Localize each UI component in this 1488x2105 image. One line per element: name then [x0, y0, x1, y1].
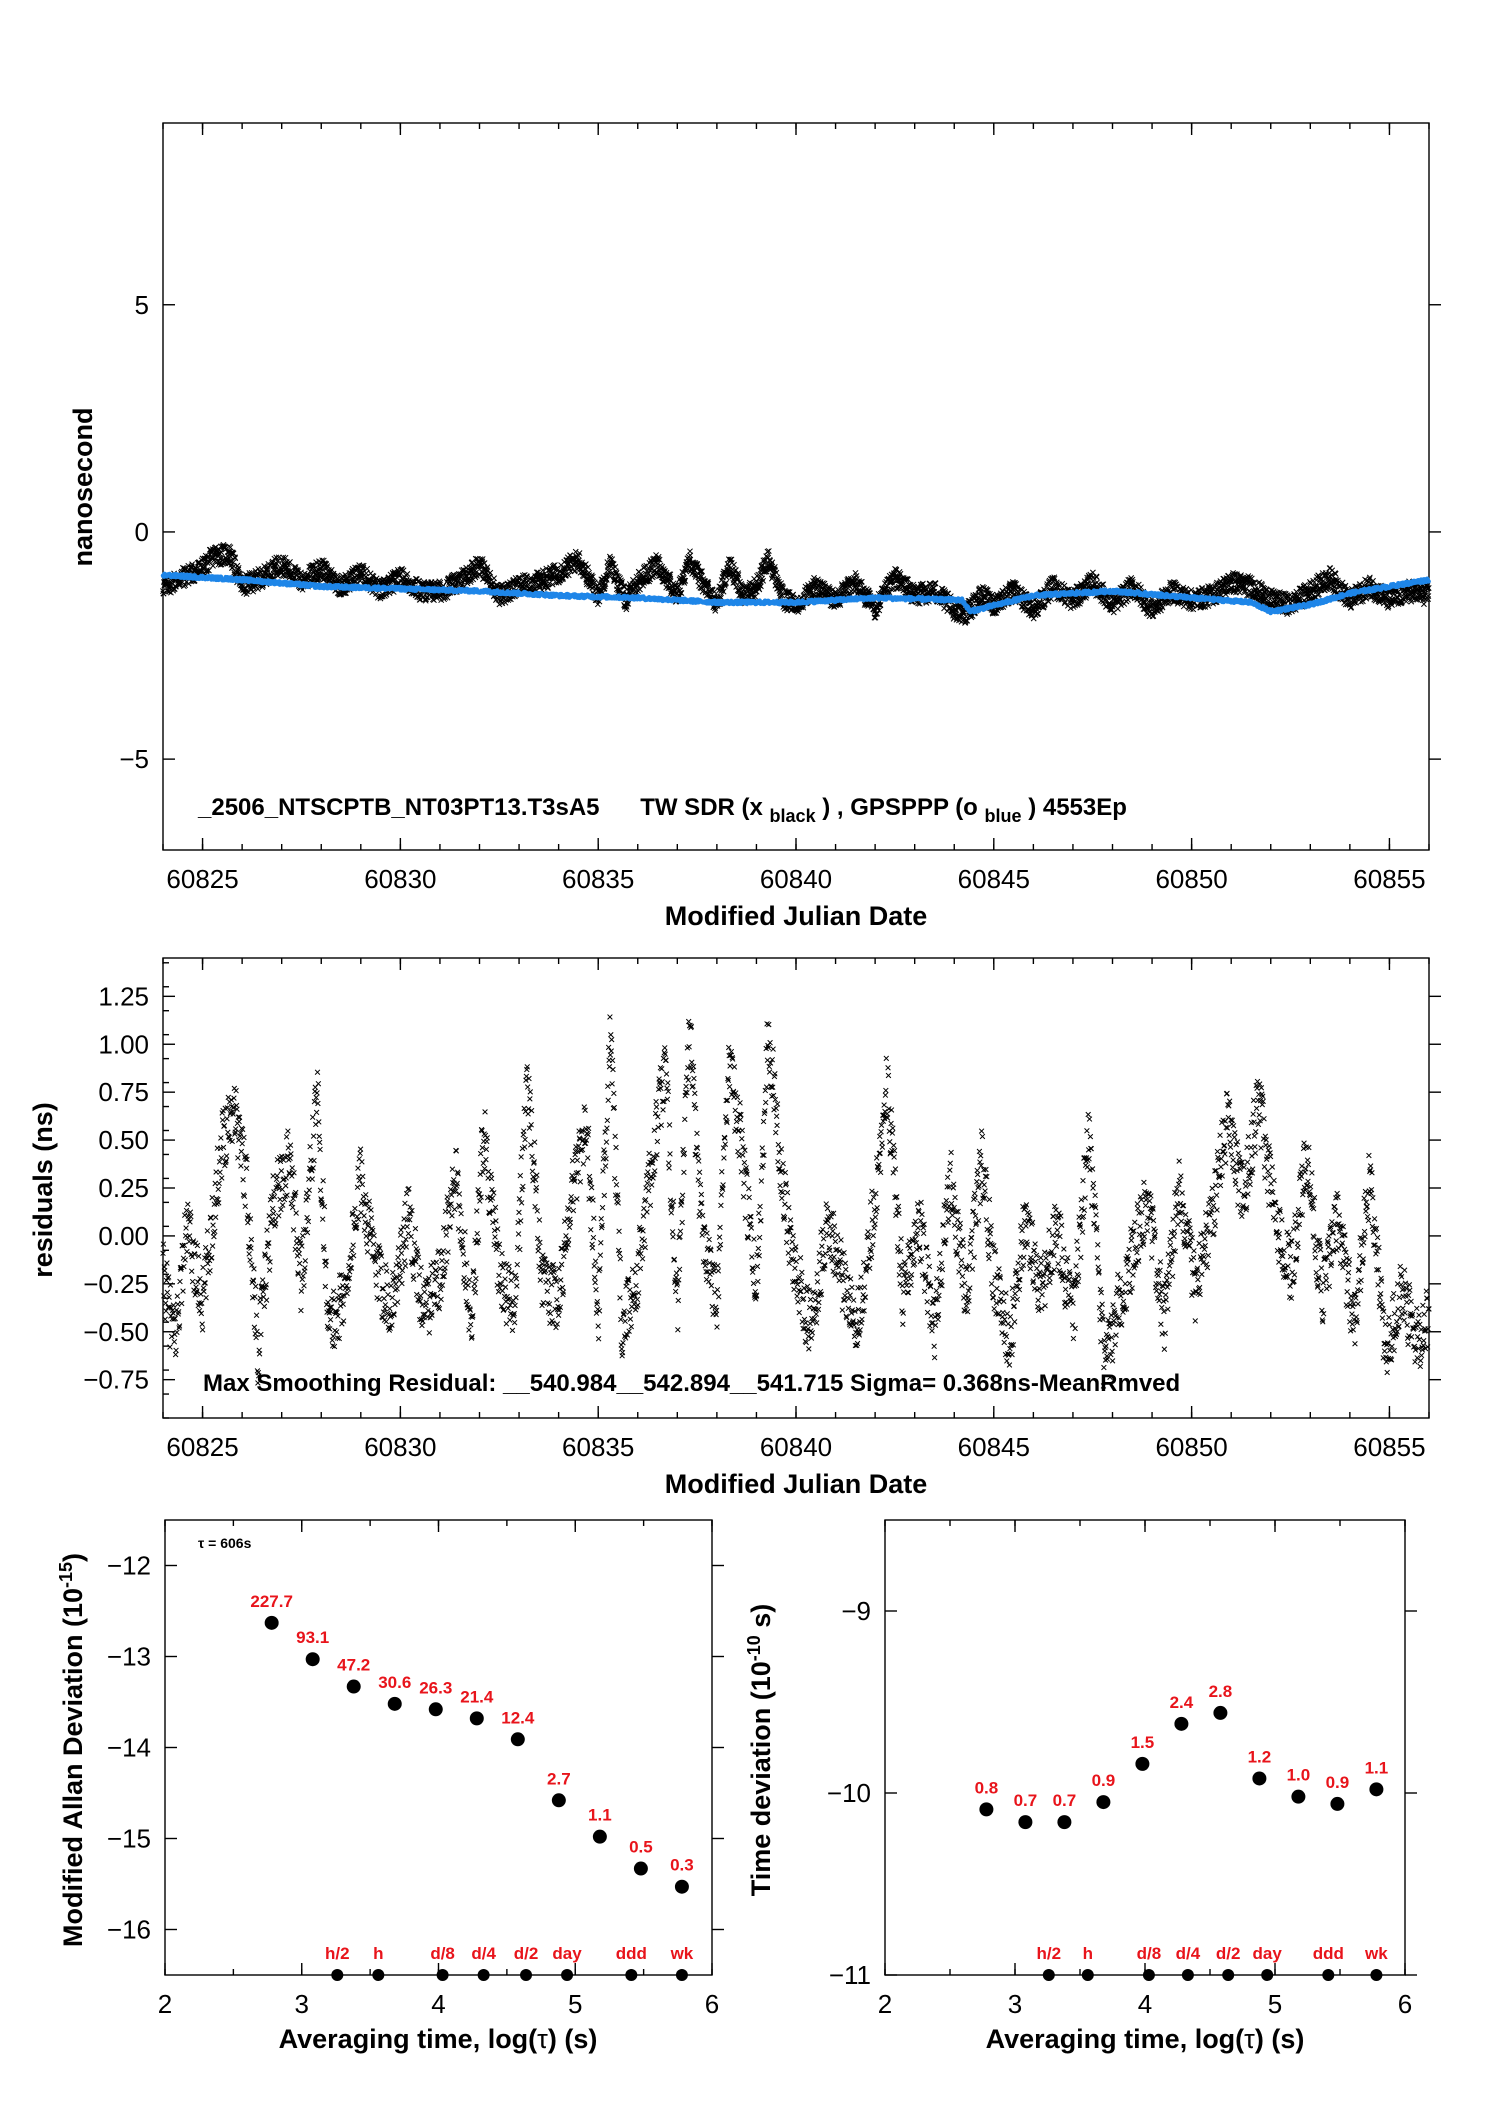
x-marker — [230, 550, 237, 557]
x-marker — [227, 544, 234, 551]
x-marker — [273, 560, 280, 567]
y-tick-label: −5 — [119, 744, 149, 774]
phase-chart: 60825 60830 60835 60840 60845 60850 60855−505 … — [68, 122, 1441, 931]
x-marker — [232, 555, 239, 562]
x-marker — [259, 584, 266, 591]
x-marker — [205, 567, 212, 574]
x-marker — [790, 591, 797, 598]
phase-chart-frame — [162, 122, 1430, 851]
x-marker — [731, 561, 737, 568]
x-marker — [273, 554, 280, 561]
x-marker — [235, 564, 242, 571]
x-marker — [204, 567, 210, 574]
x-tick-label: 60825 — [166, 864, 238, 894]
x-tick-label: 60855 — [1353, 864, 1425, 894]
x-tick-label: 60830 — [364, 864, 436, 894]
x-marker — [487, 569, 494, 576]
phase-chart-ticks: 60825 60830 60835 60840 60845 60850 60855 −5 0 5 — [119, 123, 1441, 894]
x-marker — [161, 582, 168, 589]
x-marker — [363, 570, 370, 577]
x-marker — [222, 544, 229, 551]
x-tick-label: 60845 — [958, 864, 1030, 894]
x-marker — [181, 565, 188, 572]
x-marker — [275, 554, 282, 561]
x-marker — [210, 562, 216, 569]
x-marker — [1093, 574, 1100, 581]
x-marker — [309, 574, 316, 581]
x-marker — [286, 559, 293, 565]
x-marker — [687, 552, 694, 559]
x-marker — [1180, 603, 1187, 610]
x-marker — [1420, 601, 1427, 608]
x-marker — [1061, 582, 1068, 589]
x-marker — [491, 575, 498, 582]
x-marker — [250, 584, 257, 591]
y-tick-label: 0 — [135, 517, 149, 547]
x-tick-label: 60840 — [760, 864, 832, 894]
phase-chart-data — [160, 541, 1432, 626]
x-tick-label: 60850 — [1155, 864, 1227, 894]
x-marker — [769, 559, 776, 566]
x-marker — [254, 586, 261, 592]
x-marker — [280, 554, 287, 561]
x-marker — [173, 583, 179, 590]
x-marker — [236, 570, 243, 577]
x-marker — [328, 566, 335, 573]
x-marker — [324, 563, 331, 570]
x-tick-label: 60835 — [562, 864, 634, 894]
x-marker — [182, 582, 189, 589]
y-tick-label: 5 — [135, 290, 149, 320]
x-marker — [218, 549, 225, 556]
x-marker — [364, 565, 371, 572]
